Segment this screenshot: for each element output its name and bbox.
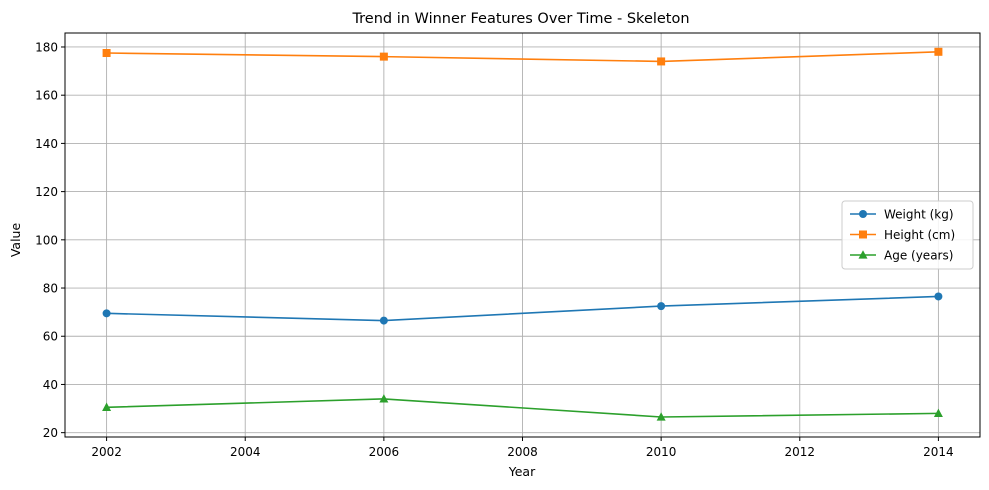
data-point bbox=[933, 408, 943, 417]
legend-marker bbox=[858, 250, 868, 259]
legend-label: Age (years) bbox=[884, 249, 953, 263]
data-point bbox=[656, 412, 666, 421]
y-axis-title: Value bbox=[8, 223, 23, 258]
plot-area: 2002 2004 2006 2008 2010 2012 2014 20 40 60 80 100 1… bbox=[35, 32, 981, 459]
x-tick-label: 2002 bbox=[91, 445, 122, 459]
x-tick-label: 2014 bbox=[923, 445, 954, 459]
y-tick-label: 160 bbox=[35, 89, 58, 103]
x-tick-label: 2010 bbox=[646, 445, 677, 459]
x-tick-label: 2008 bbox=[507, 445, 538, 459]
series-line bbox=[106, 398, 939, 418]
data-point bbox=[102, 402, 112, 411]
data-point bbox=[379, 394, 389, 403]
data-point bbox=[379, 316, 388, 325]
x-axis-title: Year bbox=[508, 464, 536, 479]
x-tick-label: 2012 bbox=[784, 445, 815, 459]
y-tick-label: 20 bbox=[43, 426, 58, 440]
legend-marker bbox=[859, 230, 867, 239]
y-tick-label: 40 bbox=[43, 378, 58, 392]
data-point bbox=[657, 57, 666, 66]
data-point bbox=[934, 47, 943, 56]
data-point bbox=[102, 309, 111, 318]
data-point bbox=[657, 302, 666, 311]
data-point bbox=[934, 292, 943, 301]
data-point bbox=[102, 49, 111, 58]
y-tick-label: 180 bbox=[35, 40, 58, 54]
series-line bbox=[106, 295, 939, 322]
y-tick-label: 120 bbox=[35, 185, 58, 199]
series-line bbox=[106, 51, 939, 63]
x-tick-label: 2004 bbox=[230, 445, 261, 459]
legend-label: Weight (kg) bbox=[884, 208, 954, 222]
y-tick-label: 80 bbox=[43, 282, 58, 296]
y-tick-label: 100 bbox=[35, 233, 58, 247]
legend-marker bbox=[859, 210, 867, 218]
y-tick-label: 140 bbox=[35, 137, 58, 151]
legend-label: Height (cm) bbox=[884, 228, 955, 242]
y-tick-label: 60 bbox=[43, 330, 58, 344]
data-point bbox=[379, 52, 388, 61]
chart-title: Trend in Winner Features Over Time - Ske… bbox=[351, 11, 689, 27]
x-tick-label: 2006 bbox=[369, 445, 400, 459]
legend-box bbox=[841, 200, 974, 270]
